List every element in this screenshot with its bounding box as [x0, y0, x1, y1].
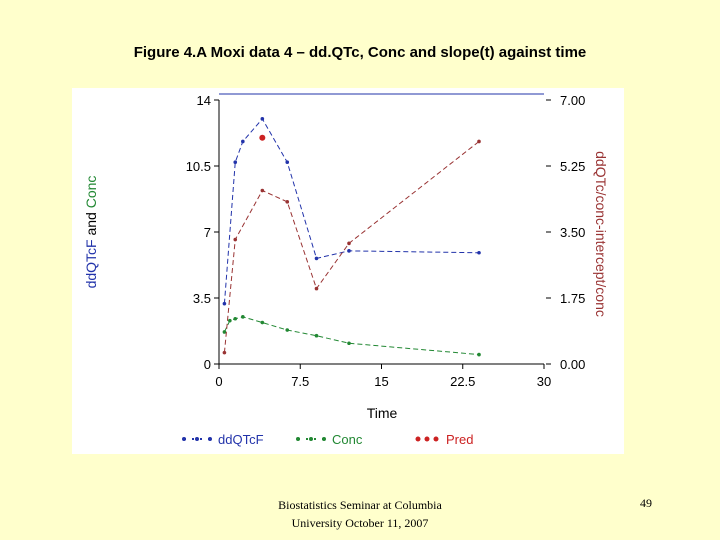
ticks-layer: 0 7.5 15 22.5 30 0 3.5 7 10.5 14 0.00 1.75 3.50 5.25 7… [186, 93, 586, 389]
y-right-tick-label: 7.00 [560, 93, 585, 108]
data-point-secondary [285, 200, 290, 204]
legend-marker-ddqtcf [195, 437, 199, 441]
legend-item-conc: Conc [296, 432, 363, 447]
page-number: 49 [640, 496, 652, 510]
legend-label-pred: Pred [446, 432, 473, 447]
legend-marker-conc [322, 437, 326, 441]
legend-label-ddqtcf: ddQTcF [218, 432, 264, 447]
data-point-secondary [314, 286, 319, 291]
data-point-secondary [347, 241, 351, 246]
legend-marker-conc [309, 437, 313, 441]
data-point-conc [222, 330, 227, 334]
legend-marker-ddqtcf [182, 437, 186, 441]
data-point-ddqtcf [222, 301, 227, 306]
data-point-conc [233, 316, 238, 321]
y-left-tick-label: 10.5 [186, 159, 211, 174]
y-left-tick-label: 3.5 [193, 291, 211, 306]
data-point-ddqtcf [241, 139, 245, 144]
data-point-secondary [477, 139, 481, 144]
data-point-conc [228, 318, 232, 323]
y-left-label-conc: Conc [83, 176, 99, 209]
data-point-pred [259, 134, 266, 141]
slide-title: Figure 4.A Moxi data 4 – dd.QTc, Conc an… [133, 44, 587, 61]
x-tick-label: 22.5 [450, 374, 475, 389]
y-right-tick-label: 3.50 [560, 225, 585, 240]
series-line-conc [223, 316, 480, 356]
data-point-secondary [233, 237, 238, 242]
legend-item-pred: Pred [415, 432, 473, 447]
y-right-tick-label: 0.00 [560, 357, 585, 372]
legend-item-ddqtcf: ddQTcF [182, 432, 264, 447]
y-right-tick-label: 5.25 [560, 159, 585, 174]
data-point-conc [260, 320, 265, 325]
chart-panel: 0 7.5 15 22.5 30 0 3.5 7 10.5 14 0.00 1.75 3.50 5.25 7… [72, 88, 624, 454]
footer-line-2: University October 11, 2007 [291, 516, 429, 530]
data-point-conc [347, 341, 351, 346]
data-point-ddqtcf [260, 117, 265, 121]
x-axis-title: Time [367, 405, 398, 421]
legend-marker-ddqtcf [208, 437, 212, 441]
x-tick-label: 7.5 [291, 374, 309, 389]
data-point-secondary [260, 188, 265, 193]
data-point-ddqtcf [233, 160, 238, 165]
y-axis-title-left: ddQTcF and Conc [83, 176, 99, 289]
legend-marker-pred [415, 436, 421, 442]
x-tick-label: 15 [374, 374, 388, 389]
data-point-ddqtcf [314, 256, 319, 261]
y-right-tick-label: 1.75 [560, 291, 585, 306]
legend-marker-pred [424, 436, 430, 442]
y-axis-title-right: ddQTc/conc-intercept/conc [593, 151, 609, 317]
chart-svg: 0 7.5 15 22.5 30 0 3.5 7 10.5 14 0.00 1.75 3.50 5.25 7… [83, 93, 609, 447]
y-left-label-and: and [83, 208, 99, 239]
legend-marker-conc [296, 437, 300, 441]
data-point-ddqtcf [285, 160, 290, 165]
data-point-ddqtcf [477, 250, 481, 255]
footer-line-1: Biostatistics Seminar at Columbia [278, 498, 442, 512]
x-tick-label: 0 [215, 374, 222, 389]
axes-layer [218, 93, 544, 365]
x-tick-label: 30 [537, 374, 551, 389]
data-point-conc [285, 328, 290, 332]
footer-caption: Biostatistics Seminar at Columbia Univer… [220, 496, 500, 532]
series-line-ddqtcf [223, 117, 480, 304]
data-point-ddqtcf [347, 249, 351, 253]
data-point-conc [477, 352, 481, 357]
y-left-tick-label: 14 [197, 93, 211, 108]
legend-label-conc: Conc [332, 432, 363, 447]
data-point-conc [314, 333, 319, 338]
data-point-conc [241, 315, 245, 319]
y-left-tick-label: 7 [204, 225, 211, 240]
series-layer [222, 117, 481, 357]
y-left-tick-label: 0 [204, 357, 211, 372]
legend: ddQTcF Conc Pred [182, 432, 473, 447]
y-left-label-ddqtcf: ddQTcF [83, 239, 99, 288]
legend-marker-pred [433, 436, 439, 442]
data-point-secondary [222, 350, 227, 355]
